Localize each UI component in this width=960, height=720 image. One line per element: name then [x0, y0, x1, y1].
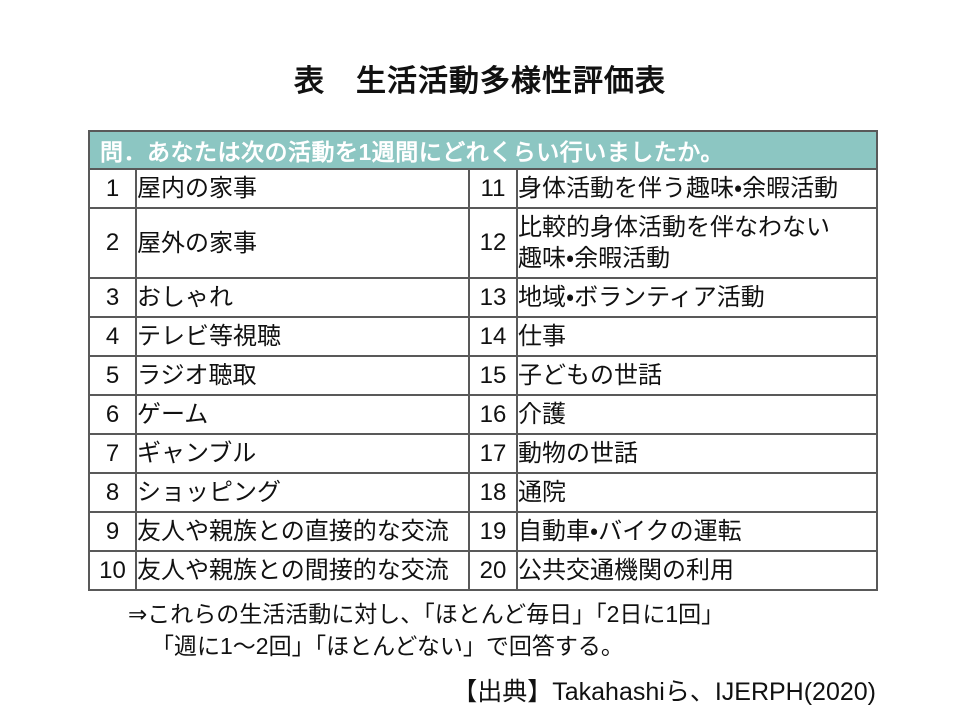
- row-number-cell: 1: [88, 168, 137, 209]
- row-number-cell: 16: [468, 394, 518, 435]
- activity-label: 友人や親族との直接的な交流: [135, 511, 470, 552]
- page-title: 表 生活活動多様性評価表: [294, 65, 666, 98]
- row-number-cell: 6: [88, 394, 137, 435]
- activity-label: ギャンブル: [135, 433, 470, 474]
- table-row: 2 屋外の家事 12 比較的身体活動を伴なわない 趣味・余暇活動: [88, 207, 879, 279]
- note-line-2: 「週に1～2回」「ほとんどない」で回答する。: [151, 633, 624, 659]
- activity-label: テレビ等視聴: [135, 316, 470, 357]
- activity-label: おしゃれ: [135, 277, 470, 318]
- row-number-cell: 18: [468, 472, 518, 513]
- note-line-1: ⇒これらの生活活動に対し、「ほとんど毎日」「2日に1回」: [128, 601, 725, 627]
- row-number-cell: 4: [88, 316, 137, 357]
- activity-label: 友人や親族との間接的な交流: [135, 550, 470, 591]
- row-number-cell: 8: [88, 472, 137, 513]
- activity-table: 問．あなたは次の活動を1週間にどれくらい行いましたか。 1 屋内の家事 11 身…: [87, 130, 879, 591]
- activity-label: 介護: [515, 394, 879, 435]
- table-row: 7 ギャンブル 17 動物の世話: [88, 433, 879, 474]
- row-number-cell: 12: [468, 207, 518, 279]
- table-row: 10 友人や親族との間接的な交流 20 公共交通機関の利用: [88, 550, 879, 591]
- activity-label: ショッピング: [135, 472, 470, 513]
- row-number-cell: 14: [468, 316, 518, 357]
- activity-label: 屋外の家事: [135, 207, 470, 279]
- activity-label: 子どもの世話: [515, 355, 879, 396]
- row-number-cell: 5: [88, 355, 137, 396]
- row-number-cell: 19: [468, 511, 518, 552]
- row-number-cell: 9: [88, 511, 137, 552]
- activity-label: 動物の世話: [515, 433, 879, 474]
- table-row: 6 ゲーム 16 介護: [88, 394, 879, 435]
- row-number-cell: 17: [468, 433, 518, 474]
- question-row: 問．あなたは次の活動を1週間にどれくらい行いましたか。: [87, 130, 879, 170]
- row-number-cell: 13: [468, 277, 518, 318]
- answer-instruction-note: ⇒これらの生活活動に対し、「ほとんど毎日」「2日に1回」 「週に1～2回」「ほと…: [128, 598, 724, 662]
- row-number-cell: 3: [88, 277, 137, 318]
- table-row: 5 ラジオ聴取 15 子どもの世話: [88, 355, 879, 396]
- activity-label: ゲーム: [135, 394, 470, 435]
- activity-label: 比較的身体活動を伴なわない 趣味・余暇活動: [515, 207, 879, 279]
- row-number-cell: 11: [468, 168, 518, 209]
- table-row: 3 おしゃれ 13 地域・ボランティア活動: [88, 277, 879, 318]
- question-cell: 問．あなたは次の活動を1週間にどれくらい行いましたか。: [87, 130, 879, 170]
- source-citation: 【出典】Takahashiら、IJERPH(2020): [452, 678, 876, 706]
- activity-label: 屋内の家事: [135, 168, 470, 209]
- row-number-cell: 15: [468, 355, 518, 396]
- activity-label: ラジオ聴取: [135, 355, 470, 396]
- activity-label: 身体活動を伴う趣味・余暇活動: [515, 168, 879, 209]
- row-number-cell: 10: [88, 550, 137, 591]
- table-row: 9 友人や親族との直接的な交流 19 自動車・バイクの運転: [88, 511, 879, 552]
- activity-label: 通院: [515, 472, 879, 513]
- activity-label: 自動車・バイクの運転: [515, 511, 879, 552]
- row-number-cell: 20: [468, 550, 518, 591]
- table-row: 8 ショッピング 18 通院: [88, 472, 879, 513]
- table-row: 4 テレビ等視聴 14 仕事: [88, 316, 879, 357]
- activity-label: 地域・ボランティア活動: [515, 277, 879, 318]
- row-number-cell: 7: [88, 433, 137, 474]
- table-row: 1 屋内の家事 11 身体活動を伴う趣味・余暇活動: [88, 168, 879, 209]
- activity-label: 公共交通機関の利用: [515, 550, 879, 591]
- row-number-cell: 2: [88, 207, 137, 279]
- activity-label: 仕事: [515, 316, 879, 357]
